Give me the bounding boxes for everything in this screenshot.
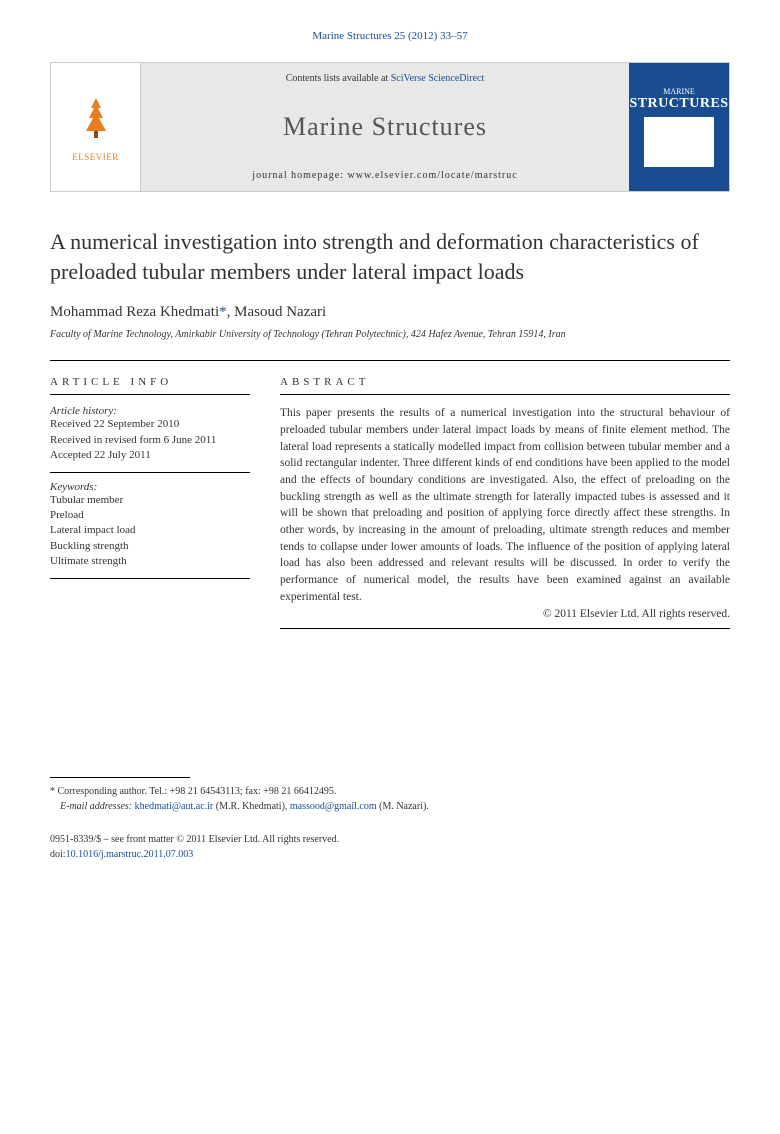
journal-name: Marine Structures [156,112,614,142]
abstract-column: ABSTRACT This paper presents the results… [280,376,730,637]
issn-line: 0951-8339/$ – see front matter © 2011 El… [50,832,730,847]
doi-label: doi: [50,849,66,860]
article-info-column: ARTICLE INFO Article history: Received 2… [50,376,250,637]
elsevier-logo: ELSEVIER [71,93,121,162]
corresponding-author-line: * Corresponding author. Tel.: +98 21 645… [50,784,730,799]
contents-text: Contents lists available at [286,73,391,84]
sciencedirect-link[interactable]: SciVerse ScienceDirect [391,73,485,84]
author-rest[interactable]: , Masoud Nazari [227,304,327,320]
info-rule [50,394,250,395]
keyword-item: Tubular member [50,493,250,508]
info-abstract-columns: ARTICLE INFO Article history: Received 2… [50,376,730,637]
email-label: E-mail addresses: [60,801,132,812]
info-mini-rule-bottom [50,578,250,579]
article-info-heading: ARTICLE INFO [50,376,250,388]
cover-big-text: STRUCTURES [629,96,728,112]
history-item: Accepted 22 July 2011 [50,448,250,463]
elsevier-tree-icon [71,93,121,143]
journal-banner: ELSEVIER Contents lists available at Sci… [50,62,730,192]
email-person-2: (M. Nazari). [377,801,429,812]
homepage-label: journal homepage: [252,170,347,181]
email-line: E-mail addresses: khedmati@aut.ac.ir (M.… [50,799,730,814]
history-item: Received 22 September 2010 [50,417,250,432]
cover-small-text: MARINE [663,87,695,96]
authors-line: Mohammad Reza Khedmati*, Masoud Nazari [50,304,730,321]
doi-link[interactable]: 10.1016/j.marstruc.2011.07.003 [66,849,194,860]
publisher-logo-box[interactable]: ELSEVIER [51,63,141,191]
email-link-1[interactable]: khedmati@aut.ac.ir [135,801,214,812]
email-person-1: (M.R. Khedmati), [213,801,290,812]
history-item: Received in revised form 6 June 2011 [50,433,250,448]
affiliation: Faculty of Marine Technology, Amirkabir … [50,329,730,340]
contents-available-line: Contents lists available at SciVerse Sci… [156,73,614,84]
keyword-item: Preload [50,508,250,523]
history-label: Article history: [50,405,250,417]
homepage-line: journal homepage: www.elsevier.com/locat… [156,170,614,181]
keyword-item: Buckling strength [50,539,250,554]
homepage-url[interactable]: www.elsevier.com/locate/marstruc [348,170,518,181]
footer-block: * Corresponding author. Tel.: +98 21 645… [50,777,730,862]
running-header: Marine Structures 25 (2012) 33–57 [50,30,730,42]
keyword-item: Ultimate strength [50,554,250,569]
corresponding-mark: * [219,304,227,320]
email-link-2[interactable]: massood@gmail.com [290,801,377,812]
abstract-rule [280,394,730,395]
footer-rule [50,777,190,778]
abstract-heading: ABSTRACT [280,376,730,388]
doi-line: doi:10.1016/j.marstruc.2011.07.003 [50,847,730,862]
info-mini-rule [50,472,250,473]
cover-image-placeholder [644,117,714,167]
keyword-item: Lateral impact load [50,523,250,538]
article-title: A numerical investigation into strength … [50,227,730,286]
publisher-name: ELSEVIER [71,152,121,162]
bottom-info: 0951-8339/$ – see front matter © 2011 El… [50,832,730,862]
banner-center: Contents lists available at SciVerse Sci… [141,63,629,191]
abstract-text: This paper presents the results of a num… [280,405,730,605]
top-rule [50,360,730,361]
article-page: Marine Structures 25 (2012) 33–57 ELSEVI… [0,0,780,902]
abstract-copyright: © 2011 Elsevier Ltd. All rights reserved… [280,608,730,620]
journal-cover-thumbnail[interactable]: MARINE STRUCTURES [629,63,729,191]
keywords-label: Keywords: [50,481,250,493]
abstract-bottom-rule [280,628,730,629]
author-primary[interactable]: Mohammad Reza Khedmati [50,304,219,320]
